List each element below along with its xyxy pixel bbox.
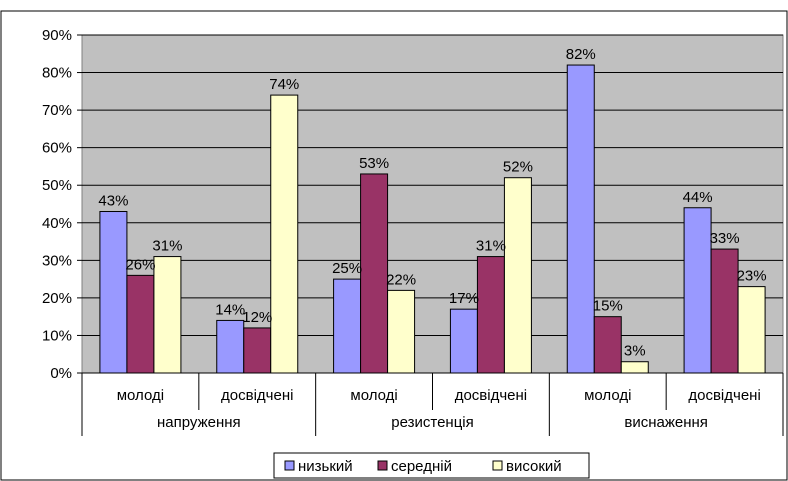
data-label: 44% bbox=[683, 189, 713, 206]
legend-label: низький bbox=[298, 458, 353, 475]
bar-середній-2 bbox=[360, 173, 389, 374]
legend-label: високий bbox=[506, 458, 562, 475]
data-label: 33% bbox=[710, 230, 740, 247]
bar-середній-5 bbox=[710, 248, 739, 374]
y-tick-label: 50% bbox=[42, 177, 72, 194]
data-label: 23% bbox=[737, 268, 767, 285]
legend-box bbox=[273, 452, 590, 479]
bar-високий-2 bbox=[387, 289, 416, 374]
x-group-label: виснаження bbox=[624, 414, 708, 431]
data-label: 15% bbox=[593, 298, 623, 315]
x-category-label: молоді bbox=[350, 387, 397, 404]
legend: низький середній високий bbox=[273, 452, 590, 479]
bar-низький-5 bbox=[683, 207, 712, 374]
data-label: 22% bbox=[386, 271, 416, 288]
y-tick-label: 0% bbox=[50, 365, 72, 382]
bar-високий-0 bbox=[153, 256, 182, 374]
bar-високий-4 bbox=[620, 361, 649, 374]
data-label: 12% bbox=[242, 309, 272, 326]
bar-високий-3 bbox=[503, 177, 532, 374]
data-label: 25% bbox=[332, 260, 362, 277]
bar-середній-4 bbox=[593, 316, 622, 374]
data-label: 14% bbox=[215, 301, 245, 318]
bars bbox=[99, 64, 766, 374]
data-labels: 43% 14% 25% 17% 82% 44% 26% 12% 53% 31% 15% 33% 31% 7… bbox=[98, 46, 766, 360]
data-label: 74% bbox=[269, 76, 299, 93]
bar-середній-0 bbox=[126, 274, 155, 374]
legend-label: середній bbox=[391, 458, 452, 475]
x-group-label: напруження bbox=[157, 414, 241, 431]
data-label: 31% bbox=[152, 238, 182, 255]
y-tick-label: 60% bbox=[42, 140, 72, 157]
y-tick-label: 80% bbox=[42, 65, 72, 82]
data-label: 43% bbox=[98, 193, 128, 210]
data-label: 31% bbox=[476, 238, 506, 255]
y-axis-ticks: 0% 10% 20% 30% 40% 50% 60% 70% 80% 90% bbox=[42, 27, 82, 382]
bar-низький-3 bbox=[449, 308, 478, 374]
x-group-label: резистенція bbox=[391, 414, 474, 431]
y-tick-label: 40% bbox=[42, 215, 72, 232]
x-category-label: досвідчені bbox=[688, 387, 760, 404]
bar-середній-1 bbox=[243, 327, 272, 374]
y-tick-label: 10% bbox=[42, 327, 72, 344]
plot-area bbox=[81, 34, 784, 374]
bar-високий-1 bbox=[270, 94, 299, 374]
y-tick-label: 30% bbox=[42, 252, 72, 269]
bar-низький-0 bbox=[99, 211, 128, 374]
legend-swatch bbox=[284, 460, 295, 471]
grid-lines bbox=[82, 34, 783, 336]
y-tick-label: 70% bbox=[42, 102, 72, 119]
data-label: 82% bbox=[566, 46, 596, 63]
data-label: 52% bbox=[503, 159, 533, 176]
data-label: 17% bbox=[449, 290, 479, 307]
x-category-label: досвідчені bbox=[221, 387, 293, 404]
data-label: 26% bbox=[125, 256, 155, 273]
bar-високий-5 bbox=[737, 286, 766, 374]
data-label: 3% bbox=[624, 343, 646, 360]
bar-середній-3 bbox=[476, 256, 505, 374]
legend-swatch bbox=[377, 460, 388, 471]
x-category-label: молоді bbox=[584, 387, 631, 404]
bar-низький-2 bbox=[333, 278, 362, 374]
bar-низький-4 bbox=[566, 64, 595, 374]
data-label: 53% bbox=[359, 155, 389, 172]
x-category-label: досвідчені bbox=[455, 387, 527, 404]
x-category-label: молоді bbox=[117, 387, 164, 404]
bar-низький-1 bbox=[216, 319, 245, 374]
y-tick-label: 90% bbox=[42, 27, 72, 44]
y-tick-label: 20% bbox=[42, 290, 72, 307]
x-axis: молоді досвідчені молоді досвідчені молоді до… bbox=[81, 372, 784, 436]
legend-swatch bbox=[492, 460, 503, 471]
